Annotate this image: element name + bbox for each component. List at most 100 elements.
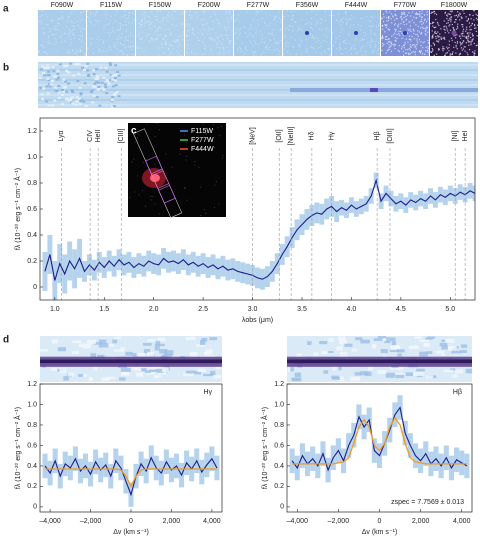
spectrum-noise bbox=[111, 74, 115, 77]
image-noise bbox=[409, 46, 411, 48]
image-noise bbox=[241, 43, 243, 45]
inset-noise bbox=[198, 166, 200, 168]
image-noise bbox=[474, 27, 476, 29]
image-noise bbox=[453, 46, 455, 48]
image-noise bbox=[392, 15, 394, 17]
image-noise bbox=[388, 48, 390, 50]
image-noise bbox=[286, 41, 288, 43]
fit-line bbox=[292, 416, 467, 465]
image-noise bbox=[355, 53, 357, 55]
spectrum-noise bbox=[47, 70, 51, 73]
spectrum-noise bbox=[53, 75, 57, 78]
image-noise bbox=[468, 44, 470, 46]
image-noise bbox=[462, 32, 464, 34]
image-noise bbox=[214, 14, 217, 16]
image-noise bbox=[420, 33, 422, 35]
spectrum-noise bbox=[104, 66, 108, 69]
line-label: HeI bbox=[462, 131, 469, 142]
image-noise bbox=[469, 32, 471, 34]
image-noise bbox=[283, 16, 285, 18]
image-noise bbox=[444, 38, 446, 40]
image-noise bbox=[231, 19, 233, 21]
image-noise bbox=[364, 35, 367, 37]
image-noise bbox=[339, 43, 341, 45]
image-noise bbox=[454, 21, 456, 23]
image-noise bbox=[398, 34, 401, 37]
image-noise bbox=[178, 42, 181, 44]
image-noise bbox=[287, 45, 289, 48]
image-noise bbox=[44, 40, 46, 43]
image-noise bbox=[250, 27, 252, 29]
strip-noise bbox=[78, 343, 84, 348]
image-noise bbox=[444, 32, 446, 34]
image-noise bbox=[414, 13, 417, 15]
image-noise bbox=[287, 15, 289, 17]
image-noise bbox=[443, 28, 445, 30]
spectrum-noise bbox=[96, 88, 100, 91]
image-noise bbox=[456, 42, 459, 44]
image-noise bbox=[43, 32, 45, 34]
image-noise bbox=[438, 36, 440, 38]
image-noise bbox=[320, 54, 323, 56]
image-noise bbox=[301, 29, 303, 31]
spectrum-noise bbox=[111, 78, 115, 81]
image-noise bbox=[440, 28, 442, 30]
image-noise bbox=[79, 35, 81, 37]
image-noise bbox=[235, 32, 237, 34]
image-noise bbox=[309, 36, 311, 38]
image-noise bbox=[395, 40, 397, 42]
image-noise bbox=[117, 29, 119, 31]
image-noise bbox=[252, 36, 255, 38]
image-noise bbox=[237, 14, 240, 16]
image-noise bbox=[122, 15, 124, 17]
image-noise bbox=[81, 18, 83, 21]
image-noise bbox=[463, 12, 465, 14]
image-noise bbox=[345, 23, 348, 25]
image-noise bbox=[475, 17, 478, 19]
image-noise bbox=[452, 27, 454, 29]
image-noise bbox=[208, 27, 210, 29]
image-noise bbox=[103, 28, 105, 30]
x-axis-label: λobs (μm) bbox=[242, 317, 273, 324]
image-noise bbox=[207, 33, 209, 35]
image-noise bbox=[211, 39, 213, 41]
strip-noise bbox=[145, 372, 156, 375]
image-noise bbox=[160, 27, 162, 29]
image-noise bbox=[295, 53, 297, 56]
spectrum-noise bbox=[55, 90, 59, 93]
image-noise bbox=[43, 46, 45, 49]
image-noise bbox=[124, 47, 126, 49]
image-noise bbox=[238, 29, 241, 31]
image-noise bbox=[424, 18, 426, 20]
spectrum-noise bbox=[67, 82, 71, 85]
image-noise bbox=[81, 46, 83, 48]
image-noise bbox=[460, 44, 462, 46]
image-noise bbox=[41, 14, 43, 17]
image-noise bbox=[291, 30, 294, 32]
image-noise bbox=[356, 51, 359, 53]
image-noise bbox=[401, 32, 403, 34]
image-noise bbox=[467, 19, 469, 21]
source bbox=[354, 31, 358, 35]
image-noise bbox=[324, 50, 327, 52]
image-noise bbox=[185, 19, 187, 21]
spectrum-noise bbox=[47, 79, 51, 82]
image-noise bbox=[470, 44, 472, 46]
image-noise bbox=[165, 43, 167, 45]
image-noise bbox=[141, 20, 143, 22]
image-noise bbox=[382, 42, 384, 44]
strip-noise bbox=[101, 377, 110, 382]
image-noise bbox=[131, 34, 134, 36]
spectrum-noise bbox=[38, 76, 42, 79]
image-noise bbox=[143, 25, 145, 27]
image-noise bbox=[476, 24, 479, 26]
inset-noise bbox=[185, 155, 187, 157]
image-noise bbox=[394, 13, 397, 16]
image-noise bbox=[67, 49, 69, 51]
image-noise bbox=[83, 11, 85, 13]
image-noise bbox=[408, 53, 410, 56]
image-noise bbox=[425, 50, 427, 52]
image-noise bbox=[433, 32, 436, 34]
image-noise bbox=[245, 46, 247, 48]
